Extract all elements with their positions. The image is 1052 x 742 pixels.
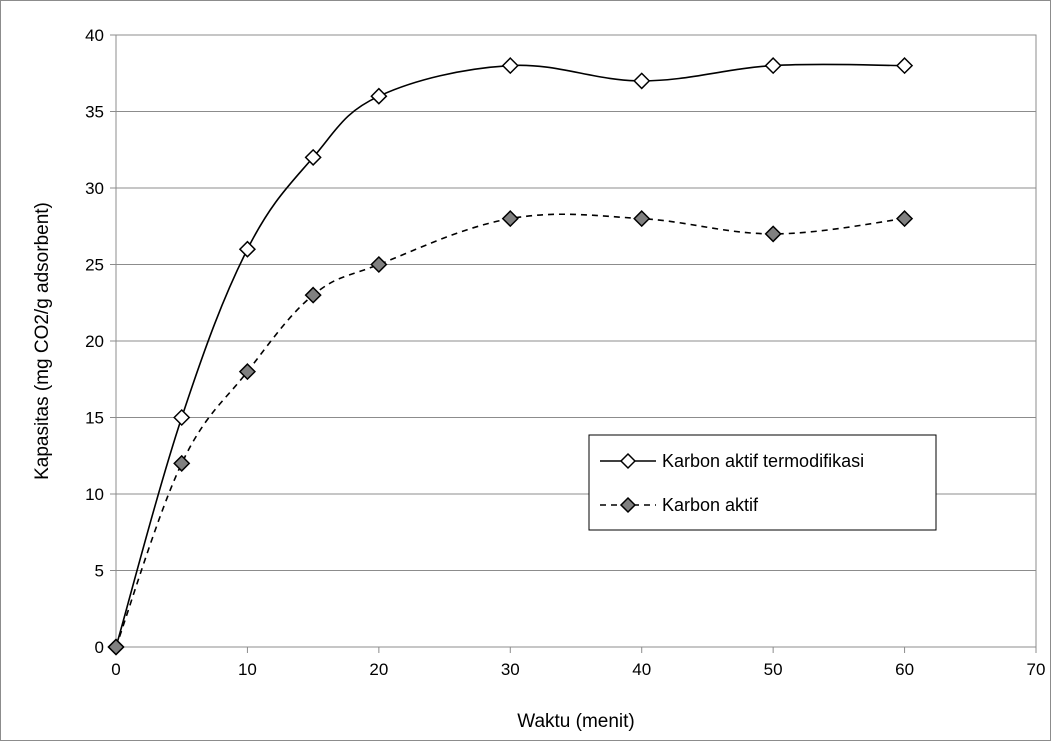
y-tick-label-0: 0 — [95, 638, 104, 657]
y-tick-label-25: 25 — [85, 256, 104, 275]
series-1 — [107, 57, 914, 656]
data-point-series-2-3 — [304, 286, 322, 304]
y-tick-label-5: 5 — [95, 562, 104, 581]
x-tick-label-20: 20 — [369, 660, 388, 679]
legend-item-series-1: Karbon aktif termodifikasi — [600, 451, 864, 471]
x-tick-label-40: 40 — [632, 660, 651, 679]
legend-marker-series-1 — [619, 452, 637, 470]
x-tick-label-30: 30 — [501, 660, 520, 679]
legend-marker-series-2 — [619, 496, 637, 514]
x-tick-label-50: 50 — [764, 660, 783, 679]
legend-box — [588, 434, 937, 531]
data-point-series-2-0 — [107, 638, 125, 656]
data-point-series-1-3 — [304, 148, 322, 166]
data-point-series-2-8 — [896, 210, 914, 228]
y-tick-label-30: 30 — [85, 179, 104, 198]
series-2 — [107, 210, 914, 656]
data-point-series-1-1 — [173, 408, 191, 427]
x-tick-label-10: 10 — [238, 660, 257, 679]
data-point-series-1-5 — [501, 57, 519, 75]
data-point-series-2-6 — [633, 210, 651, 228]
y-tick-label-40: 40 — [85, 26, 104, 45]
y-tick-label-10: 10 — [85, 485, 104, 504]
x-tick-label-0: 0 — [111, 660, 120, 679]
y-tick-label-20: 20 — [85, 332, 104, 351]
legend: Karbon aktif termodifikasi Karbon aktif — [588, 434, 937, 531]
y-axis-title: Kapasitas (mg CO2/g adsorbent) — [32, 202, 53, 480]
y-tick-label-35: 35 — [85, 103, 104, 122]
data-point-series-2-1 — [173, 454, 191, 472]
data-point-series-2-4 — [370, 255, 388, 274]
series-layer — [107, 57, 914, 656]
x-tick-label-60: 60 — [895, 660, 914, 679]
legend-item-series-2: Karbon aktif — [600, 495, 759, 515]
axes: 0 5 10 15 20 25 30 35 40 0 10 20 30 40 50 60 70 — [85, 26, 1045, 679]
data-point-series-1-7 — [764, 57, 782, 75]
data-point-series-2-2 — [238, 363, 256, 381]
x-axis-title: Waktu (menit) — [517, 711, 635, 732]
data-point-series-1-2 — [238, 240, 256, 258]
data-point-series-1-4 — [370, 87, 388, 105]
data-point-series-1-8 — [896, 57, 914, 75]
x-tick-label-70: 70 — [1027, 660, 1046, 679]
y-tick-label-15: 15 — [85, 409, 104, 428]
data-point-series-1-6 — [633, 72, 651, 90]
data-point-series-2-7 — [764, 225, 782, 243]
legend-label-series-1: Karbon aktif termodifikasi — [662, 451, 864, 471]
legend-label-series-2: Karbon aktif — [662, 495, 759, 515]
data-point-series-2-5 — [501, 210, 519, 228]
